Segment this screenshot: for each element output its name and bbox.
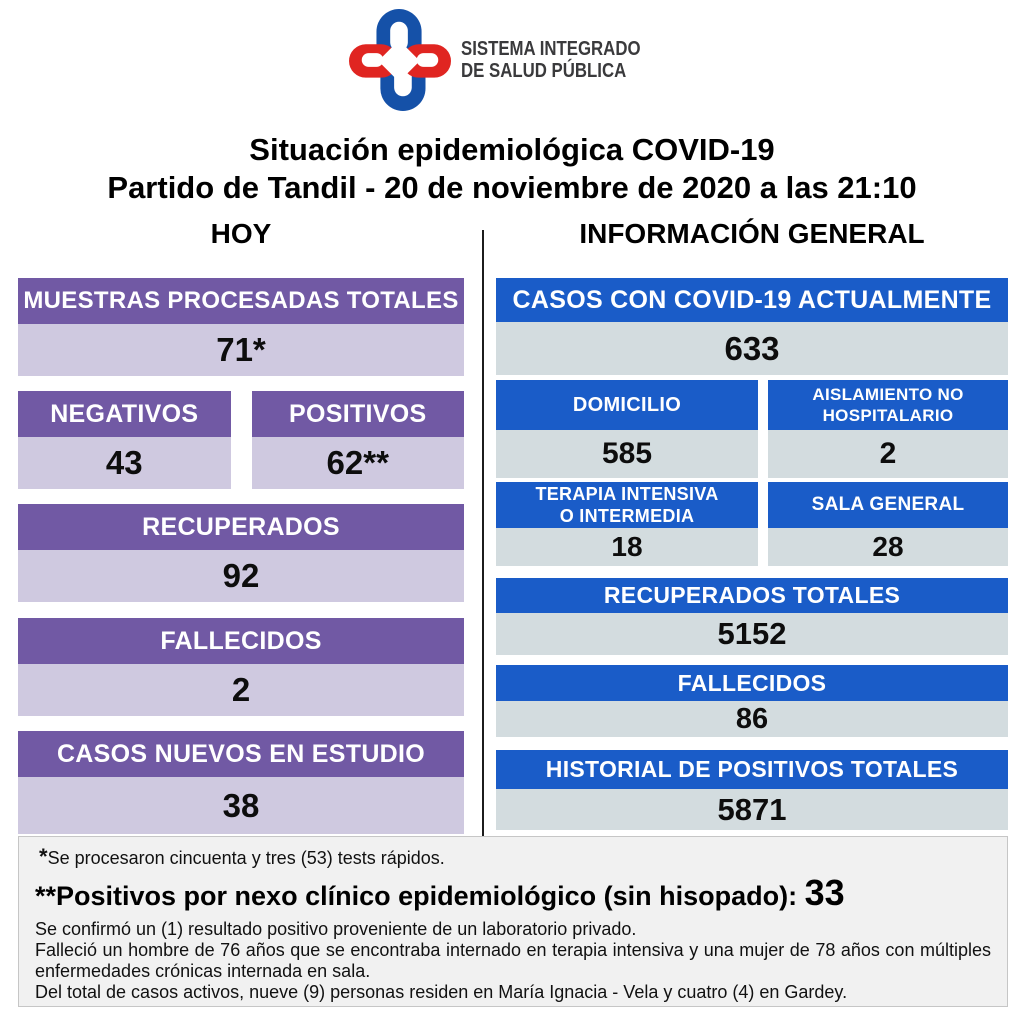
stat-fallecidos-totales: FALLECIDOS 86: [496, 665, 1008, 737]
stat-fallecidos-totales-label: FALLECIDOS: [496, 665, 1008, 701]
stat-casos-nuevos-value: 38: [18, 777, 464, 834]
stat-negativos: NEGATIVOS 43: [18, 391, 231, 489]
stat-domicilio-value: 585: [496, 430, 758, 478]
sisp-health-logo-icon: [349, 9, 452, 111]
note-laboratorio-privado: Se confirmó un (1) resultado positivo pr…: [35, 919, 637, 939]
stat-sala-general-value: 28: [768, 528, 1008, 566]
stat-fallecidos-hoy-label: FALLECIDOS: [18, 618, 464, 664]
footnote-double-asterisk: **: [35, 881, 57, 911]
note-localidades: Del total de casos activos, nueve (9) pe…: [35, 982, 848, 1002]
stat-aislamiento-label: AISLAMIENTO NO HOSPITALARIO: [768, 380, 1008, 430]
stat-casos-actuales-label: CASOS CON COVID-19 ACTUALMENTE: [496, 278, 1008, 322]
report-title-line1: Situación epidemiológica COVID-19: [249, 132, 775, 167]
note-tests-rapidos: *Se procesaron cincuenta y tres (53) tes…: [39, 844, 445, 869]
brand-name-line1: SISTEMA INTEGRADO: [461, 38, 641, 60]
stat-recuperados-totales-label: RECUPERADOS TOTALES: [496, 578, 1008, 613]
stat-recuperados-totales-value: 5152: [496, 613, 1008, 655]
stat-domicilio-aislamiento-row: DOMICILIO 585 AISLAMIENTO NO HOSPITALARI…: [496, 380, 1008, 478]
general-column-header: INFORMACIÓN GENERAL: [579, 218, 925, 249]
stat-recuperados-label: RECUPERADOS: [18, 504, 464, 550]
stat-muestras-procesadas: MUESTRAS PROCESADAS TOTALES 71*: [18, 278, 464, 376]
report-title-line2: Partido de Tandil - 20 de noviembre de 2…: [107, 170, 917, 205]
stat-negativos-label: NEGATIVOS: [18, 391, 231, 437]
stat-recuperados: RECUPERADOS 92: [18, 504, 464, 602]
stat-fallecidos-hoy-value: 2: [18, 664, 464, 716]
stat-historial-positivos: HISTORIAL DE POSITIVOS TOTALES 5871: [496, 750, 1008, 830]
stat-sala-general: SALA GENERAL 28: [768, 482, 1008, 566]
stat-negativos-value: 43: [18, 437, 231, 489]
stat-negativos-positivos-row: NEGATIVOS 43 POSITIVOS 62**: [18, 391, 464, 489]
stat-aislamiento: AISLAMIENTO NO HOSPITALARIO 2: [768, 380, 1008, 478]
column-divider: [482, 230, 484, 838]
stat-fallecidos-totales-value: 86: [496, 701, 1008, 737]
footnote-asterisk: *: [39, 844, 48, 869]
brand-name-line2: DE SALUD PÚBLICA: [461, 60, 627, 82]
stat-terapia-label: TERAPIA INTENSIVA O INTERMEDIA: [496, 482, 758, 528]
note-nexo-clinico-value: 33: [804, 872, 845, 913]
stat-muestras-procesadas-value: 71*: [18, 324, 464, 376]
stat-terapia-sala-row: TERAPIA INTENSIVA O INTERMEDIA 18 SALA G…: [496, 482, 1008, 566]
stat-positivos: POSITIVOS 62**: [251, 391, 464, 489]
stat-casos-actuales-value: 633: [496, 322, 1008, 375]
report-title: Situación epidemiológica COVID-19 Partid…: [0, 131, 1024, 207]
general-column: CASOS CON COVID-19 ACTUALMENTE 633 DOMIC…: [496, 278, 1008, 830]
brand-name: SISTEMA INTEGRADO DE SALUD PÚBLICA: [461, 38, 641, 82]
stat-recuperados-value: 92: [18, 550, 464, 602]
stat-domicilio: DOMICILIO 585: [496, 380, 758, 478]
note-fallecimientos: Falleció un hombre de 76 años que se enc…: [35, 940, 991, 981]
stat-casos-actuales: CASOS CON COVID-19 ACTUALMENTE 633: [496, 278, 1008, 375]
stat-terapia: TERAPIA INTENSIVA O INTERMEDIA 18: [496, 482, 758, 566]
stat-recuperados-totales: RECUPERADOS TOTALES 5152: [496, 578, 1008, 655]
stat-positivos-label: POSITIVOS: [251, 391, 464, 437]
stat-casos-nuevos-label: CASOS NUEVOS EN ESTUDIO: [18, 731, 464, 777]
stat-sala-general-label: SALA GENERAL: [768, 482, 1008, 528]
stat-historial-positivos-label: HISTORIAL DE POSITIVOS TOTALES: [496, 750, 1008, 789]
stat-muestras-procesadas-label: MUESTRAS PROCESADAS TOTALES: [18, 278, 464, 324]
notes-panel: *Se procesaron cincuenta y tres (53) tes…: [18, 836, 1008, 1007]
stat-aislamiento-value: 2: [768, 430, 1008, 478]
hoy-column-header: HOY: [210, 218, 272, 249]
logo-row: SISTEMA INTEGRADO DE SALUD PÚBLICA: [0, 8, 1024, 112]
stat-domicilio-label: DOMICILIO: [496, 380, 758, 430]
stat-positivos-value: 62**: [251, 437, 464, 489]
hoy-column: MUESTRAS PROCESADAS TOTALES 71* NEGATIVO…: [18, 278, 464, 834]
stat-fallecidos-hoy: FALLECIDOS 2: [18, 618, 464, 716]
stat-historial-positivos-value: 5871: [496, 789, 1008, 830]
note-nexo-clinico: **Positivos por nexo clínico epidemiológ…: [35, 872, 845, 913]
stat-casos-nuevos: CASOS NUEVOS EN ESTUDIO 38: [18, 731, 464, 834]
stat-terapia-value: 18: [496, 528, 758, 566]
